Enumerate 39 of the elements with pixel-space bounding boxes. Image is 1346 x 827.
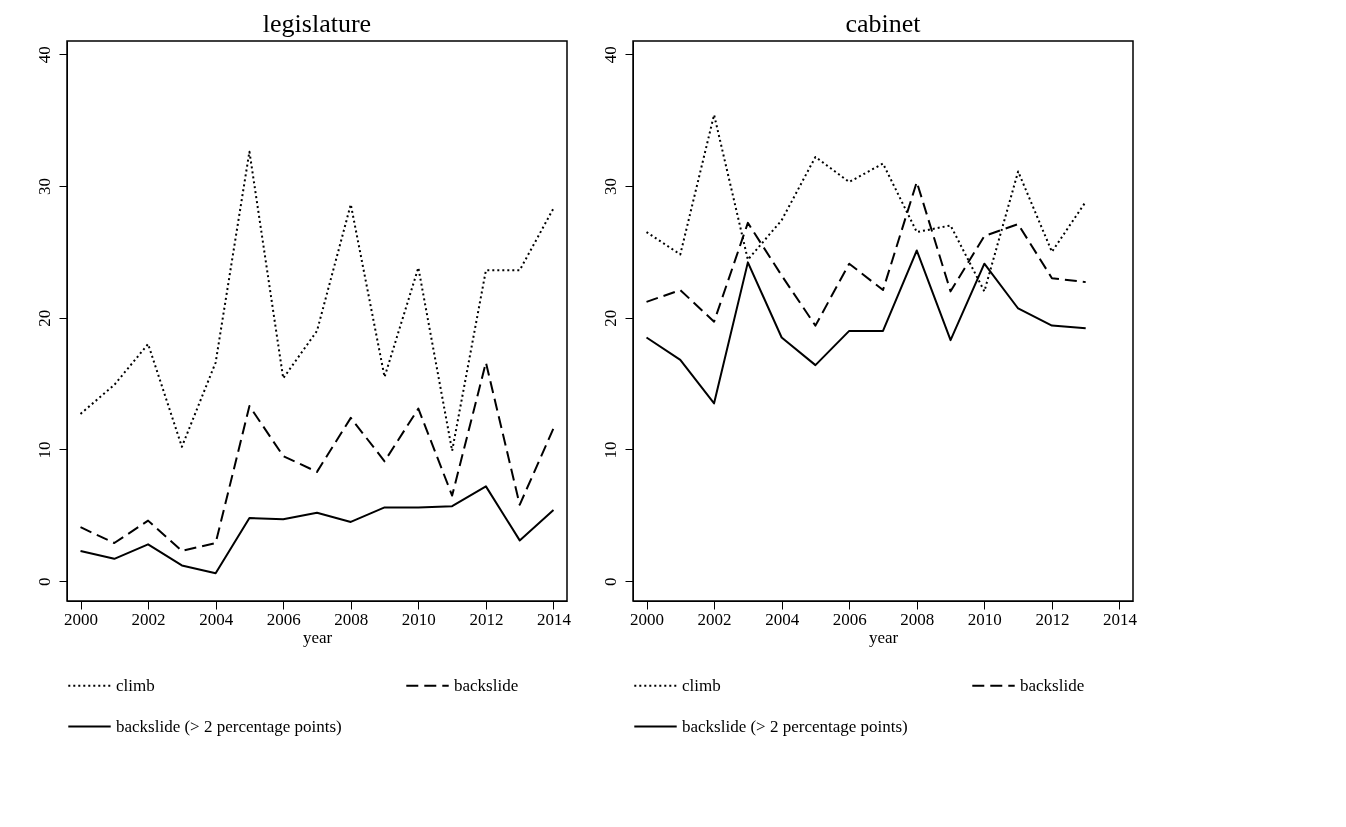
legend-label: backslide (> 2 percentage points) [682,716,908,736]
legend-label: backslide [454,675,519,695]
y-tick-label: 10 [600,441,620,459]
y-tick-label: 30 [600,177,620,195]
x-tick-label: 2004 [765,609,800,629]
x-tick-label: 2002 [697,609,732,629]
chart-title: legislature [262,9,372,38]
y-tick-label: 30 [34,177,54,195]
legend-label: climb [682,675,721,695]
chart-title: cabinet [845,9,922,38]
x-axis-title: year [868,627,899,647]
legend-label: backslide (> 2 percentage points) [116,716,342,736]
line-series [79,361,555,552]
x-tick-label: 2012 [1035,609,1070,629]
y-tick-label: 20 [600,309,620,327]
x-tick-label: 2002 [131,609,166,629]
legend-label: backslide [1020,675,1085,695]
x-tick-label: 2000 [630,609,665,629]
x-tick-label: 2000 [64,609,99,629]
y-tick-label: 40 [600,46,620,64]
y-tick-label: 40 [34,46,54,64]
y-tick-label: 10 [34,441,54,459]
x-tick-label: 2012 [469,609,504,629]
x-tick-label: 2014 [536,609,572,629]
line-series [79,485,555,575]
x-tick-label: 2010 [967,609,1002,629]
x-tick-label: 2010 [401,609,436,629]
x-tick-label: 2008 [334,609,369,629]
x-tick-label: 2006 [832,609,867,629]
y-tick-label: 20 [34,309,54,327]
x-tick-label: 2006 [266,609,301,629]
legend-label: climb [116,675,155,695]
x-tick-label: 2008 [900,609,935,629]
x-axis-title: year [302,627,333,647]
y-tick-label: 0 [34,577,54,586]
x-tick-label: 2014 [1102,609,1138,629]
x-tick-label: 2004 [199,609,234,629]
line-series [79,150,555,452]
y-tick-label: 0 [600,577,620,586]
